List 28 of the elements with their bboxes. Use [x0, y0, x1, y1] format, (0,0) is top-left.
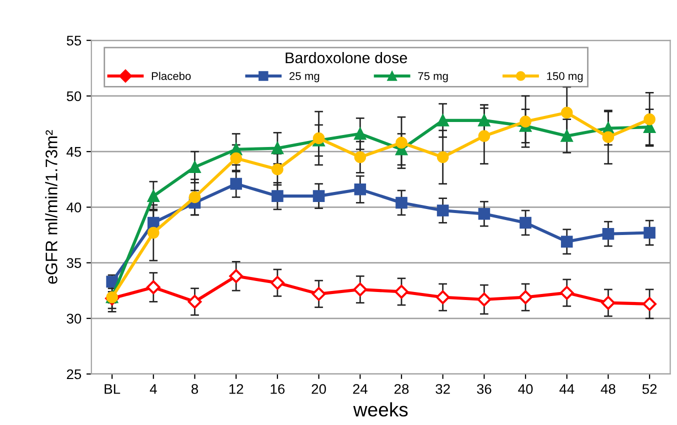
x-tick-label: BL	[104, 384, 120, 394]
x-tick-label: 20	[312, 384, 326, 394]
x-tick-label: 44	[559, 384, 574, 394]
y-tick-label: 40	[66, 202, 82, 212]
x-tick-label: 16	[270, 384, 285, 394]
x-tick-label: 4	[150, 384, 157, 394]
x-tick-label: 8	[192, 384, 198, 394]
y-axis-title: eGFR ml/min/1.73m²	[45, 130, 58, 284]
x-tick-label: 36	[476, 384, 492, 394]
y-tick-label: 55	[66, 36, 82, 46]
y-tick-label: 30	[66, 314, 82, 324]
legend-label: 25 mg	[290, 72, 320, 82]
x-tick-label: 28	[394, 384, 409, 394]
y-tick-label: 35	[66, 258, 82, 268]
x-axis-title: weeks	[353, 402, 408, 417]
x-tick-label: 12	[229, 384, 244, 394]
y-tick-label: 45	[66, 147, 82, 157]
legend-label: 150 mg	[547, 72, 583, 82]
legend-title: Bardoxolone dose	[286, 52, 407, 64]
x-tick-label: 52	[642, 384, 657, 394]
y-tick-label: 50	[66, 91, 82, 102]
y-tick-label: 25	[66, 369, 82, 380]
x-tick-label: 24	[353, 384, 368, 394]
x-tick-label: 48	[600, 384, 616, 394]
x-tick-label: 40	[518, 384, 533, 394]
legend-label: Placebo	[152, 72, 191, 80]
legend-label: 75 mg	[418, 72, 448, 82]
x-tick-label: 32	[436, 384, 450, 394]
